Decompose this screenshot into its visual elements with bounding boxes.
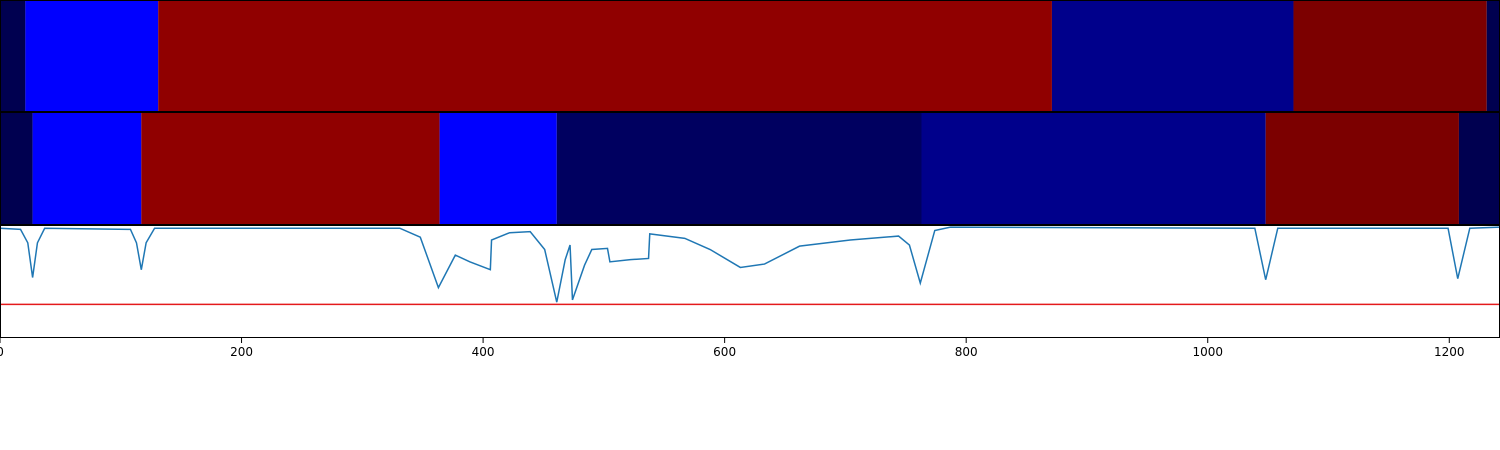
x-tick-label: 1000 bbox=[1192, 345, 1223, 359]
x-tick-label: 800 bbox=[955, 345, 978, 359]
x-tick-label: 0 bbox=[0, 345, 4, 359]
segment bbox=[32, 113, 142, 225]
segment bbox=[556, 113, 922, 225]
segment bbox=[141, 113, 440, 225]
segment bbox=[1458, 113, 1500, 225]
segment bbox=[158, 1, 1052, 112]
segment bbox=[1486, 1, 1500, 112]
segment bbox=[439, 113, 557, 225]
segment bbox=[25, 1, 159, 112]
segment bbox=[1265, 113, 1459, 225]
segment bbox=[921, 113, 1266, 225]
x-tick-label: 600 bbox=[713, 345, 736, 359]
x-tick-label: 400 bbox=[472, 345, 495, 359]
line bbox=[0, 226, 1500, 303]
segment bbox=[0, 1, 26, 112]
x-tick-label: 1200 bbox=[1434, 345, 1465, 359]
x-tick-label: 200 bbox=[230, 345, 253, 359]
segment bbox=[1051, 1, 1294, 112]
segment bbox=[0, 113, 33, 225]
segment bbox=[1293, 1, 1487, 112]
